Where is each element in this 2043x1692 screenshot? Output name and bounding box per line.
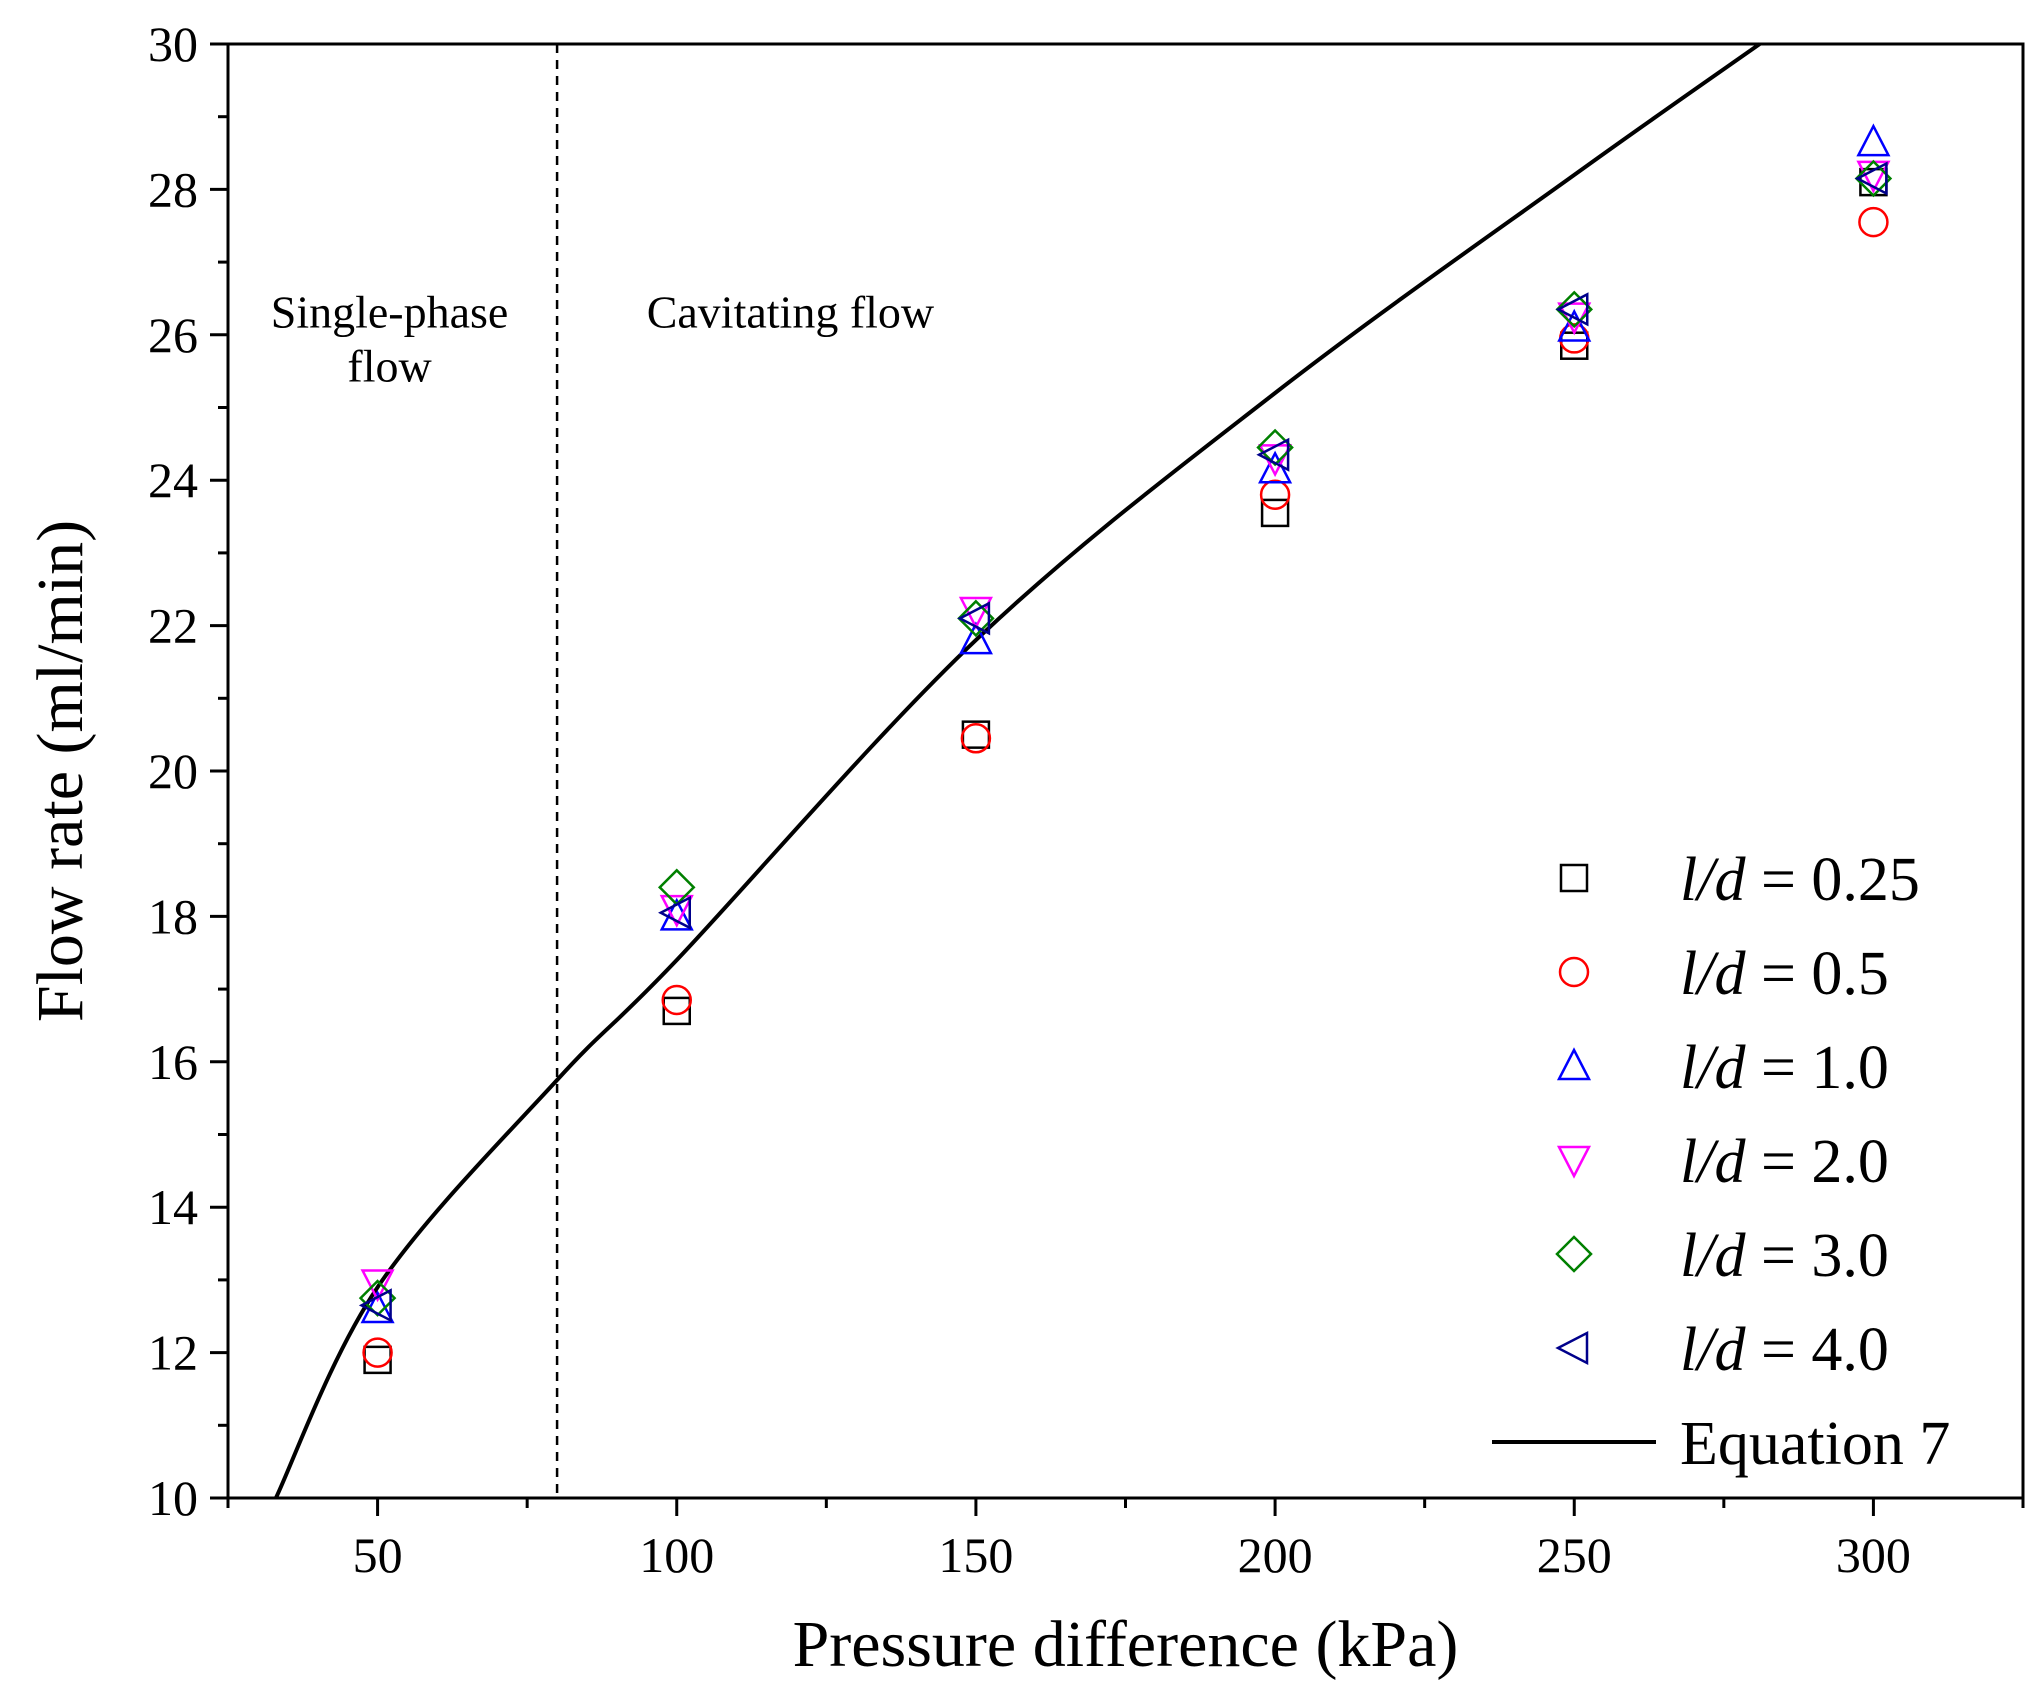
data-point [957,601,991,636]
legend-label: l/d = 3.0 [1680,1222,1889,1290]
x-tick-label: 100 [639,1527,714,1583]
legend-label: l/d = 2.0 [1680,1128,1889,1196]
legend-marker [1555,1330,1589,1366]
legend-label-value: = 0.25 [1745,846,1919,914]
annotation-line: flow [347,341,432,392]
legend-marker [1558,956,1590,988]
y-tick-label: 12 [148,1325,198,1381]
legend-label-value: = 0.5 [1745,940,1888,1008]
annotation-single-phase: Single-phase flow [271,287,509,392]
legend-label-prefix: l/d [1680,1316,1746,1384]
annotation-line: Cavitating flow [647,287,935,338]
y-tick-label: 14 [148,1179,198,1235]
data-point [1854,161,1888,196]
data-point [661,984,692,1016]
data-point [1557,308,1592,342]
annotation-cavitating: Cavitating flow [647,287,935,338]
data-point [957,599,995,638]
data-point [1856,123,1891,157]
data-point [1555,290,1594,329]
data-point [1259,479,1291,510]
legend-label-prefix: l/d [1680,846,1746,914]
legend-label-value: = 3.0 [1745,1222,1888,1290]
data-point [1555,292,1589,327]
x-tick-label: 50 [353,1527,403,1583]
x-axis-title: Pressure difference (kPa) [793,1608,1459,1681]
x-tick-label: 300 [1836,1527,1911,1583]
axis-ticks [210,42,2025,1516]
y-tick-label: 16 [148,1034,198,1090]
y-tick-label: 20 [148,743,198,799]
legend-line-label: Equation 7 [1680,1410,1950,1478]
x-tick-label: 250 [1537,1527,1612,1583]
data-point [662,996,691,1026]
legend-label: l/d = 1.0 [1680,1034,1889,1102]
legend-label: l/d = 0.5 [1680,940,1889,1008]
y-axis-title: Flow rate (ml/min) [24,520,97,1022]
region-annotations: Single-phase flow Cavitating flow [271,287,935,392]
y-tick-label: 10 [148,1470,198,1526]
y-tick-label: 28 [148,161,198,217]
legend: l/d = 0.25l/d = 0.5l/d = 1.0l/d = 2.0l/d… [1492,846,1950,1478]
y-tick-label: 18 [148,888,198,944]
y-tick-label: 22 [148,598,198,654]
y-tick-label: 26 [148,307,198,363]
legend-marker [1556,1145,1592,1179]
data-point [362,1337,393,1368]
equation-7-line [274,42,1761,1499]
data-markers [358,123,1893,1375]
y-tick-label: 24 [148,452,198,508]
data-point [1858,206,1889,238]
data-point [658,895,691,930]
data-point [960,723,992,754]
legend-label-prefix: l/d [1680,1128,1746,1196]
legend-label-value: = 4.0 [1745,1316,1888,1384]
x-tick-label: 150 [938,1527,1013,1583]
data-point [1260,498,1290,528]
legend-label-prefix: l/d [1680,1222,1746,1290]
series-ld-1-0 [360,123,1891,1324]
legend-label-value: = 2.0 [1745,1128,1888,1196]
legend-marker [1559,863,1589,893]
data-point [360,1269,395,1303]
equation-curve [274,42,1761,1499]
y-tick-label: 30 [148,16,198,72]
tick-labels: 50 100 150 200 250 300 10 12 14 16 18 20 22 24 26 28 30 [148,16,1911,1583]
legend-label: l/d = 4.0 [1680,1316,1889,1384]
legend-marker [1555,1235,1593,1273]
data-point [358,1288,392,1323]
legend-label-value: = 1.0 [1745,1034,1888,1102]
data-point [659,897,694,931]
annotation-line: Single-phase [271,287,509,338]
series-ld-4-0 [358,161,1888,1323]
data-point [1854,159,1893,198]
data-point [659,894,694,928]
legend-label: l/d = 0.25 [1680,846,1920,914]
legend-label-prefix: l/d [1680,940,1746,1008]
x-tick-label: 200 [1238,1527,1313,1583]
legend-label-prefix: l/d [1680,1034,1746,1102]
legend-marker [1556,1047,1592,1081]
data-point [1256,437,1290,472]
data-point [958,621,993,655]
